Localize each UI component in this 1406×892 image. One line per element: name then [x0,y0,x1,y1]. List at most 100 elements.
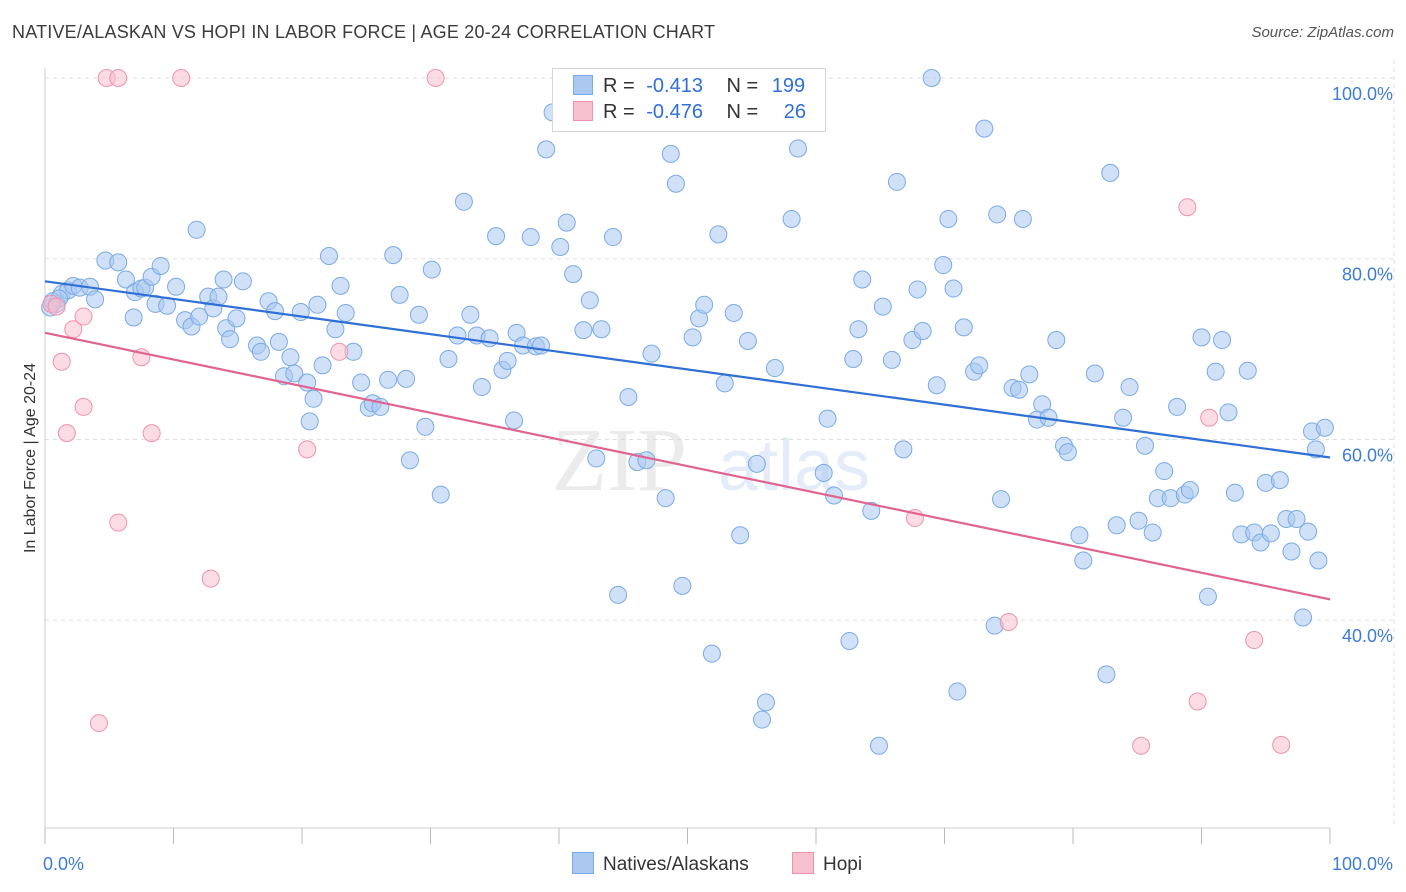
hopi-point [201,569,220,588]
hopi-point [52,352,71,371]
legend-box: R = -0.413 N = 199 R = -0.476 N = 26 [552,68,826,132]
natives-point [214,270,233,289]
natives-point [190,307,209,326]
natives-point [869,736,888,755]
natives-point [814,463,833,482]
hopi-point [109,513,128,532]
natives-point [1261,524,1280,543]
hopi-swatch [573,101,593,121]
legend-row-natives: R = -0.413 N = 199 [573,75,805,101]
natives-point [1306,440,1325,459]
natives-point [661,144,680,163]
natives-point [862,501,881,520]
natives-point [86,290,105,309]
natives-point [557,213,576,232]
natives-point [948,682,967,701]
legend-n-value-hopi: 26 [783,101,807,123]
natives-point [731,526,750,545]
natives-point [992,490,1011,509]
x-tick-label-max: 100.0% [1332,854,1393,874]
natives-point [954,318,973,337]
legend-item-natives[interactable]: Natives/Alaskans [572,852,749,876]
natives-point [683,328,702,347]
natives-point [461,305,480,324]
source-attribution[interactable]: Source: ZipAtlas.com [1251,24,1394,41]
natives-point [927,376,946,395]
natives-point [887,172,906,191]
natives-point [116,270,135,289]
natives-point [505,411,524,430]
tick-labels: 40.0% 60.0% 80.0% 100.0% 0.0% 100.0% [43,84,1393,874]
natives-point [1135,436,1154,455]
natives-point [167,277,186,296]
natives-point [409,305,428,324]
legend-r-value-hopi: -0.476 [646,101,703,123]
hopi-point [298,440,317,459]
legend-n-value-natives: 199 [771,75,806,97]
legend-r-value-natives: -0.413 [646,75,703,97]
natives-point [532,336,551,355]
natives-point [789,139,808,158]
natives-point [715,374,734,393]
natives-point [747,454,766,473]
legend-item-hopi[interactable]: Hopi [792,852,862,876]
hopi-trend-line [44,331,1331,601]
natives-point [233,272,252,291]
hopi-point [1200,408,1219,427]
natives-point [1085,364,1104,383]
watermark-atlas: atlas [718,426,870,506]
natives-point [782,209,801,228]
natives-point [308,295,327,314]
chart-title: NATIVE/ALASKAN VS HOPI IN LABOR FORCE | … [12,22,716,42]
legend-r-label-natives: R = [603,75,635,97]
hopi-point [89,714,108,733]
natives-point [221,330,240,349]
natives-point [1168,397,1187,416]
natives-point [352,373,371,392]
natives-point [922,69,941,87]
natives-point [1270,471,1289,490]
natives-point [269,332,288,351]
natives-point [1047,331,1066,350]
natives-point [331,276,350,295]
natives-point [551,237,570,256]
natives-point [326,320,345,339]
natives-point [818,409,837,428]
natives-legend-label: Natives/Alaskans [603,854,749,875]
natives-point [1114,408,1133,427]
natives-point [724,303,743,322]
natives-point [673,576,692,595]
legend-n-label-hopi: N = [726,101,759,123]
natives-point [521,228,540,247]
natives-point [574,321,593,340]
natives-point [939,209,958,228]
natives-point [695,295,714,314]
natives-point [873,297,892,316]
natives-point [313,356,332,375]
natives-point [756,693,775,712]
hopi-point [109,69,128,87]
natives-point [416,417,435,436]
natives-point [1282,542,1301,561]
natives-point [1107,516,1126,535]
y-tick-label: 100.0% [1332,84,1393,104]
natives-point [281,348,300,367]
natives-point [913,322,932,341]
natives-point [448,326,467,345]
natives-point [251,342,270,361]
natives-point [580,291,599,310]
natives-point [285,364,304,383]
natives-point [109,253,128,272]
natives-point [666,174,685,193]
x-tick-label-min: 0.0% [43,854,84,874]
hopi-point [57,424,76,443]
legend-r-label-hopi: R = [603,101,635,123]
natives-point [637,451,656,470]
natives-point [753,710,772,729]
natives-point [1020,365,1039,384]
natives-point [642,344,661,363]
natives-point [384,246,403,265]
natives-point [209,287,228,306]
natives-point [603,228,622,247]
natives-point [1309,551,1328,570]
